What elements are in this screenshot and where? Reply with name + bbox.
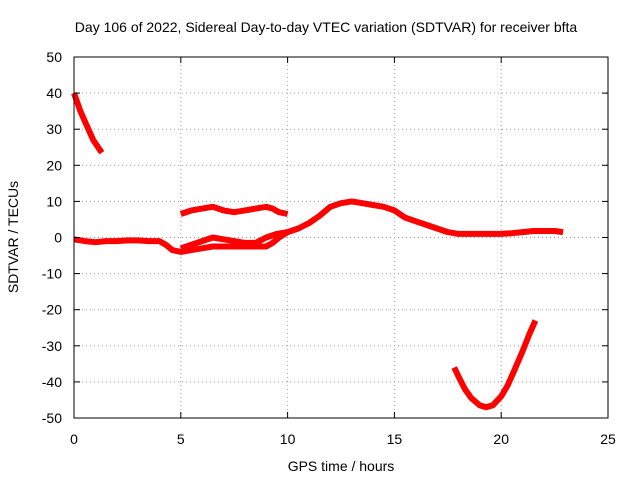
y-tick-label: 40 [46,85,62,101]
x-tick-label: 20 [493,431,509,447]
y-tick-label: -30 [42,338,62,354]
x-tick-label: 10 [280,431,296,447]
series-line-arc-5 [451,319,539,411]
series-line-arc-3 [179,203,289,217]
y-tick-label: 50 [46,49,62,65]
x-ticks: 0 5 10 15 20 25 [70,57,616,447]
grid-lines [74,57,608,418]
y-ticks: -50 -40 -30 -20 -10 0 10 20 30 40 50 [42,49,608,426]
series-line-arc-2 [73,198,564,255]
x-axis-label: GPS time / hours [288,458,395,474]
y-tick-label: -20 [42,302,62,318]
y-tick-label: 30 [46,121,62,137]
y-tick-label: 0 [54,230,62,246]
x-tick-label: 5 [177,431,185,447]
series-line-arc-4 [179,229,289,252]
x-tick-label: 15 [387,431,403,447]
y-axis-label: SDTVAR / TECUs [5,181,21,293]
data-series [71,92,564,411]
x-tick-label: 0 [70,431,78,447]
x-tick-label: 25 [600,431,616,447]
series-line-arc-1 [71,92,105,155]
y-tick-label: 20 [46,157,62,173]
y-tick-label: -10 [42,266,62,282]
y-tick-label: -40 [42,374,62,390]
y-tick-label: -50 [42,410,62,426]
chart-title: Day 106 of 2022, Sidereal Day-to-day VTE… [75,19,578,35]
y-tick-label: 10 [46,193,62,209]
